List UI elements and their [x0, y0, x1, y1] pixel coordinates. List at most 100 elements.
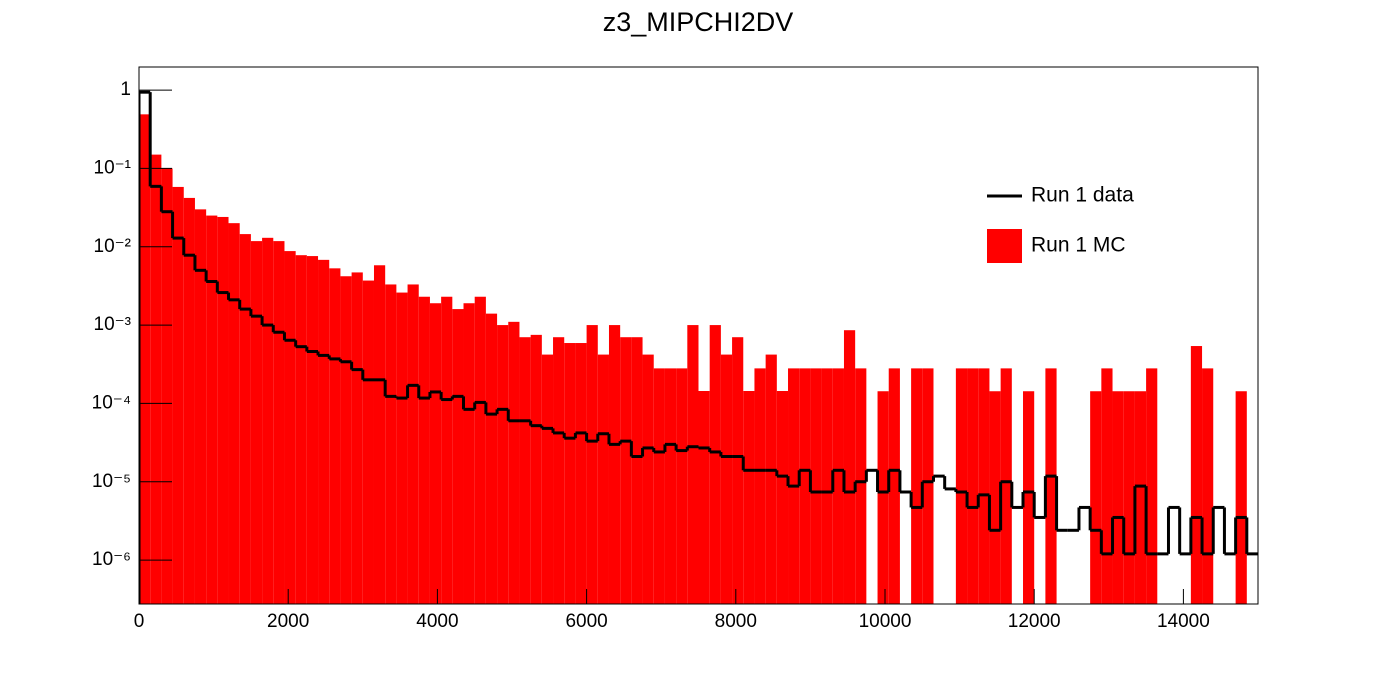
bar: [318, 259, 330, 604]
bar: [250, 241, 263, 604]
legend-swatch: [987, 229, 1022, 263]
bar: [306, 256, 319, 604]
bar: [877, 391, 889, 604]
x-tick-label: 6000: [565, 611, 607, 632]
bar: [1190, 346, 1203, 604]
bar: [1112, 391, 1124, 604]
bar: [407, 284, 419, 604]
bar: [687, 325, 699, 604]
bar: [911, 368, 923, 604]
bar: [989, 391, 1001, 604]
bar: [508, 321, 520, 604]
bar: [765, 354, 777, 604]
legend-label: Run 1 data: [1031, 184, 1134, 207]
bar: [172, 186, 184, 604]
bar: [429, 303, 442, 604]
bar: [519, 337, 531, 604]
bar: [194, 209, 207, 604]
x-tick-label: 2000: [267, 611, 309, 632]
bar: [810, 368, 822, 604]
bar: [273, 241, 285, 604]
y-tick-label: 10⁻²: [94, 236, 132, 257]
bar: [340, 276, 352, 604]
bar: [564, 343, 576, 604]
bar: [843, 330, 856, 604]
bar: [1123, 391, 1135, 604]
bar: [497, 325, 509, 604]
bar: [329, 268, 341, 604]
bar: [1101, 368, 1113, 604]
bar: [284, 251, 296, 604]
bar: [732, 337, 744, 604]
bar: [541, 354, 554, 604]
x-tick-label: 0: [134, 611, 145, 632]
bar: [452, 309, 464, 604]
bar: [530, 334, 542, 604]
y-tick-label: 10⁻³: [94, 314, 132, 335]
bar: [575, 343, 587, 604]
bar: [642, 354, 654, 604]
bar: [955, 368, 968, 604]
bar: [441, 296, 453, 604]
bar: [351, 272, 363, 604]
bar: [139, 114, 151, 604]
bar: [799, 368, 811, 604]
bar: [676, 368, 688, 604]
plot-area: [139, 90, 1258, 604]
bar: [720, 354, 733, 604]
bar: [474, 296, 486, 604]
bar: [1235, 391, 1247, 604]
bar: [821, 368, 833, 604]
x-tick-label: 12000: [1008, 611, 1061, 632]
bar: [754, 368, 766, 604]
y-tick-label: 10⁻¹: [94, 157, 132, 178]
bar: [262, 237, 274, 604]
bar: [373, 265, 386, 604]
bar: [418, 296, 430, 604]
chart-title: z3_MIPCHI2DV: [603, 7, 794, 37]
bar: [1023, 391, 1035, 604]
bar: [1090, 391, 1102, 604]
bar: [664, 368, 677, 604]
bar: [217, 216, 229, 604]
bar: [463, 303, 475, 604]
x-tick-label: 8000: [715, 611, 757, 632]
bar: [743, 391, 755, 604]
bar: [597, 354, 609, 604]
bar: [183, 197, 195, 604]
bar: [978, 368, 990, 604]
bar: [362, 280, 374, 604]
bar: [228, 223, 240, 604]
frame: [138, 66, 1259, 605]
bar: [967, 368, 979, 604]
bar: [888, 368, 900, 604]
bar: [586, 325, 598, 604]
bar: [653, 368, 665, 604]
bar: [608, 325, 621, 604]
legend-label: Run 1 MC: [1031, 234, 1126, 257]
bar: [239, 234, 251, 604]
bar: [776, 391, 789, 604]
y-tick-label: 1: [120, 79, 131, 100]
bar: [698, 391, 710, 604]
bar: [855, 368, 867, 604]
bar: [161, 168, 173, 604]
x-tick-label: 10000: [859, 611, 912, 632]
bar: [1146, 368, 1158, 604]
bar: [620, 337, 632, 604]
bar: [922, 368, 934, 604]
x-tick-label: 4000: [416, 611, 458, 632]
bar: [709, 325, 721, 604]
y-tick-label: 10⁻⁵: [92, 471, 131, 492]
bar: [485, 313, 498, 604]
bar: [385, 284, 397, 604]
bar: [206, 215, 218, 604]
bar: [396, 292, 408, 604]
y-tick-label: 10⁻⁴: [92, 392, 131, 413]
bar: [1045, 368, 1057, 604]
bar: [832, 368, 844, 604]
bar: [1134, 391, 1147, 604]
bar: [1000, 368, 1012, 604]
bar: [150, 154, 162, 604]
